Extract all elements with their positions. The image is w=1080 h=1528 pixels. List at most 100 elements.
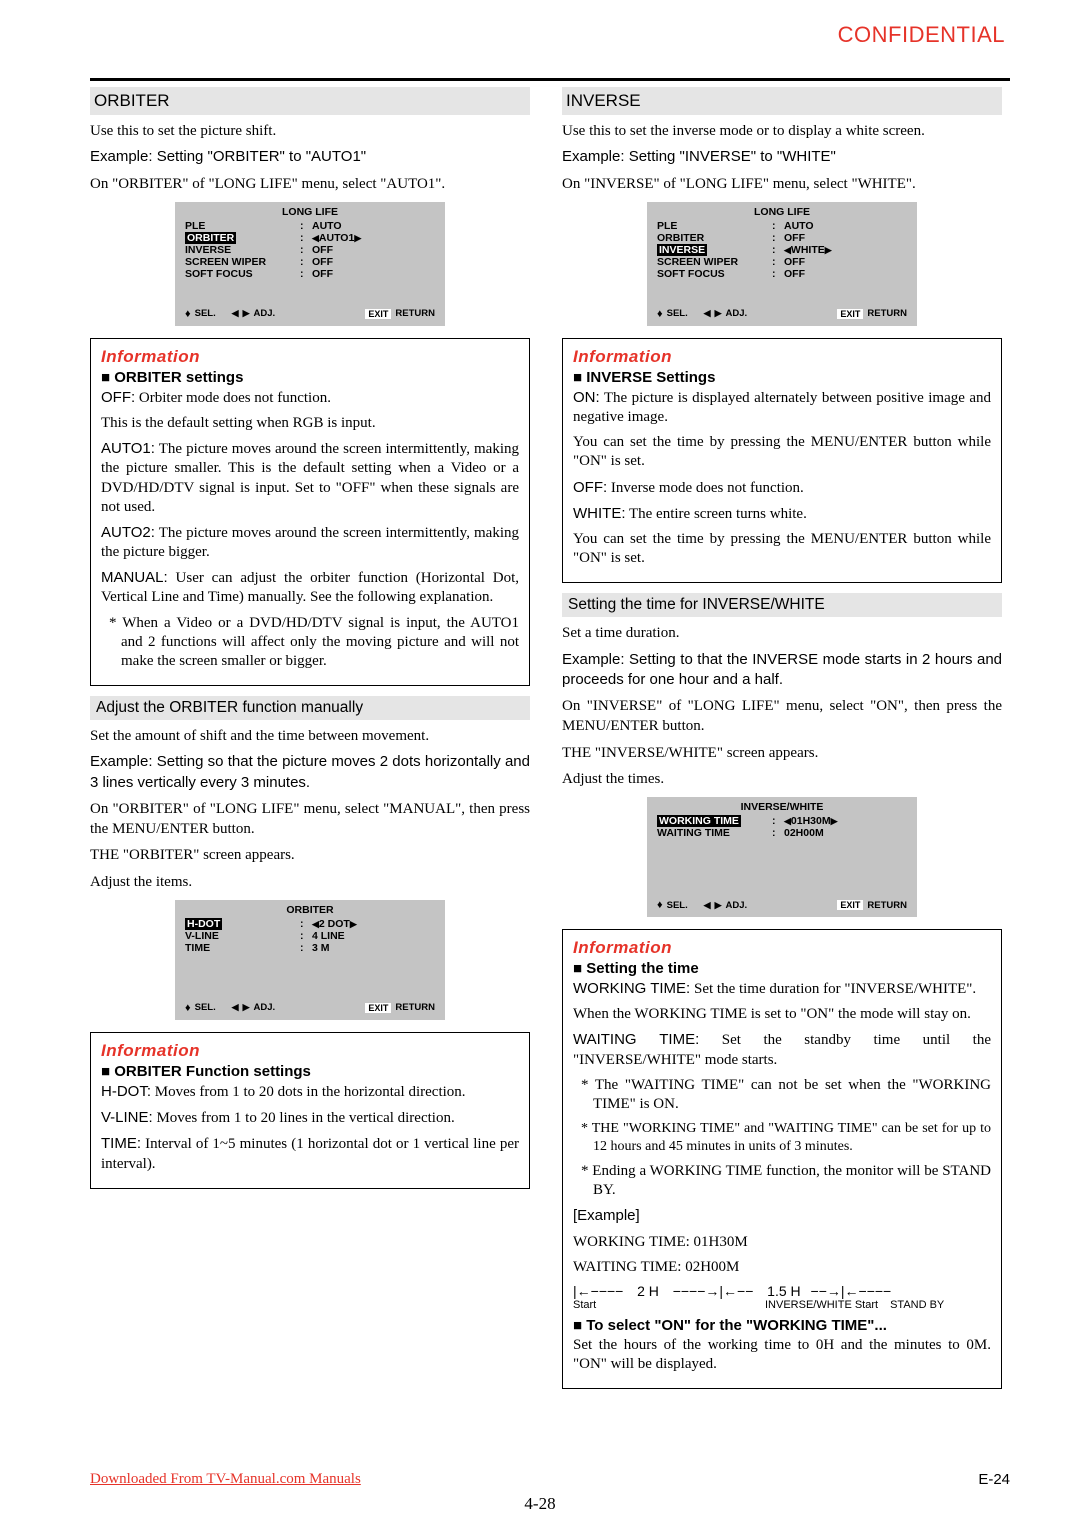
osd-label: PLE (185, 220, 300, 232)
info-title: Information (573, 938, 991, 958)
osd-val: OFF (784, 268, 805, 280)
text: On "INVERSE" of "LONG LIFE" menu, select… (562, 696, 1002, 737)
osd-val: 02H00M (784, 827, 824, 839)
adj: ADJ. (254, 308, 276, 319)
info-setting-time: Information Setting the time WORKING TIM… (562, 929, 1002, 1389)
text: You can set the time by pressing the MEN… (573, 433, 991, 471)
text: Use this to set the picture shift. (90, 121, 530, 141)
osd-label: ORBITER (185, 232, 236, 244)
text: Adjust the times. (562, 769, 1002, 789)
text: Set the amount of shift and the time bet… (90, 726, 530, 746)
left-column: ORBITER Use this to set the picture shif… (90, 87, 530, 1389)
text: On "INVERSE" of "LONG LIFE" menu, select… (562, 174, 1002, 194)
osd-val: OFF (312, 256, 333, 268)
info-inverse-settings: Information INVERSE Settings ON: The pic… (562, 338, 1002, 584)
osd-title: ORBITER (185, 904, 435, 916)
osd-orbiter: ORBITER H-DOT:2 DOT V-LINE:4 LINE TIME:3… (175, 900, 445, 1020)
text: WORKING TIME: 01H30M (573, 1233, 991, 1252)
info-title: Information (573, 347, 991, 367)
info-sub: ORBITER settings (101, 369, 519, 386)
download-link[interactable]: Downloaded From TV-Manual.com Manuals (90, 1471, 361, 1488)
osd-title: LONG LIFE (185, 206, 435, 218)
page-num-2: 4-28 (0, 1494, 1080, 1514)
text: * THE "WORKING TIME" and "WAITING TIME" … (573, 1120, 991, 1156)
text: THE "ORBITER" screen appears. (90, 845, 530, 865)
osd-label: H-DOT (185, 918, 222, 930)
osd-val: OFF (784, 256, 805, 268)
text: Set a time duration. (562, 623, 1002, 643)
osd-label: SOFT FOCUS (185, 268, 300, 280)
osd-label: SCREEN WIPER (657, 256, 772, 268)
info-orbiter-settings: Information ORBITER settings OFF: Orbite… (90, 338, 530, 686)
ret: RETURN (867, 900, 907, 911)
text: * Ending a WORKING TIME function, the mo… (573, 1162, 991, 1200)
osd-label: V-LINE (185, 930, 300, 942)
manual-adjust-bar: Adjust the ORBITER function manually (90, 696, 530, 720)
osd-val: AUTO1 (319, 232, 354, 244)
info-title: Information (101, 347, 519, 367)
osd-label: INVERSE (657, 244, 707, 256)
top-rule (90, 78, 1010, 81)
text: On "ORBITER" of "LONG LIFE" menu, select… (90, 799, 530, 840)
osd-val: 2 DOT (319, 918, 350, 930)
exit: EXIT (837, 309, 863, 319)
osd-label: PLE (657, 220, 772, 232)
ret: RETURN (395, 308, 435, 319)
osd-val: WHITE (791, 244, 825, 256)
info-sub: To select "ON" for the "WORKING TIME"... (573, 1317, 991, 1334)
osd-val: OFF (784, 232, 805, 244)
text: Orbiter mode does not function. (139, 390, 331, 406)
timeline: |←−−−− 2 H −−−−→|←−− 1.5 H −−→|←−−−− (573, 1283, 991, 1299)
osd-long-life: LONG LIFE PLE:AUTO ORBITER:AUTO1 INVERSE… (175, 202, 445, 326)
sel: SEL. (667, 308, 688, 319)
osd-val: 4 LINE (312, 930, 345, 942)
osd-inverse-white: INVERSE/WHITE WORKING TIME:01H30M WAITIN… (647, 797, 917, 917)
info-sub: Setting the time (573, 960, 991, 977)
text: Use this to set the inverse mode or to d… (562, 121, 1002, 141)
osd-title: INVERSE/WHITE (657, 801, 907, 813)
info-orbiter-func: Information ORBITER Function settings H-… (90, 1032, 530, 1189)
text: Example: Setting to that the INVERSE mod… (562, 650, 1002, 691)
osd-title: LONG LIFE (657, 206, 907, 218)
info-sub: INVERSE Settings (573, 369, 991, 386)
text: * The "WAITING TIME" can not be set when… (573, 1076, 991, 1114)
timeline-caps: Start INVERSE/WHITE Start STAND BY (573, 1299, 991, 1311)
osd-long-life-2: LONG LIFE PLE:AUTO ORBITER:OFF INVERSE:W… (647, 202, 917, 326)
confidential-stamp: CONFIDENTIAL (838, 22, 1005, 48)
osd-label: TIME (185, 942, 300, 954)
page-footer: Downloaded From TV-Manual.com Manuals E-… (90, 1471, 1010, 1488)
info-sub: ORBITER Function settings (101, 1063, 519, 1080)
text: Example: Setting "INVERSE" to "WHITE" (562, 147, 1002, 167)
text: * When a Video or a DVD/HD/DTV signal is… (101, 614, 519, 672)
right-column: INVERSE Use this to set the inverse mode… (562, 87, 1002, 1389)
text: Set the hours of the working time to 0H … (573, 1336, 991, 1374)
adj: ADJ. (726, 900, 748, 911)
exit: EXIT (365, 1003, 391, 1013)
page-num: E-24 (978, 1471, 1010, 1488)
sel: SEL. (667, 900, 688, 911)
sel: SEL. (195, 308, 216, 319)
text: [Example] (573, 1206, 991, 1226)
text: You can set the time by pressing the MEN… (573, 530, 991, 568)
text: When the WORKING TIME is set to "ON" the… (573, 1005, 991, 1024)
text: Example: Setting so that the picture mov… (90, 752, 530, 793)
osd-label: ORBITER (657, 232, 772, 244)
osd-val: 01H30M (791, 815, 831, 827)
osd-label: INVERSE (185, 244, 300, 256)
text: Example: Setting "ORBITER" to "AUTO1" (90, 147, 530, 167)
adj: ADJ. (254, 1002, 276, 1013)
info-title: Information (101, 1041, 519, 1061)
exit: EXIT (837, 900, 863, 910)
osd-val: 3 M (312, 942, 330, 954)
inverse-header: INVERSE (562, 87, 1002, 115)
osd-val: OFF (312, 244, 333, 256)
ret: RETURN (395, 1002, 435, 1013)
osd-label: SCREEN WIPER (185, 256, 300, 268)
exit: EXIT (365, 309, 391, 319)
time-bar: Setting the time for INVERSE/WHITE (562, 593, 1002, 617)
osd-val: AUTO (784, 220, 814, 232)
text: THE "INVERSE/WHITE" screen appears. (562, 743, 1002, 763)
text: Adjust the items. (90, 872, 530, 892)
ret: RETURN (867, 308, 907, 319)
text: WAITING TIME: 02H00M (573, 1258, 991, 1277)
